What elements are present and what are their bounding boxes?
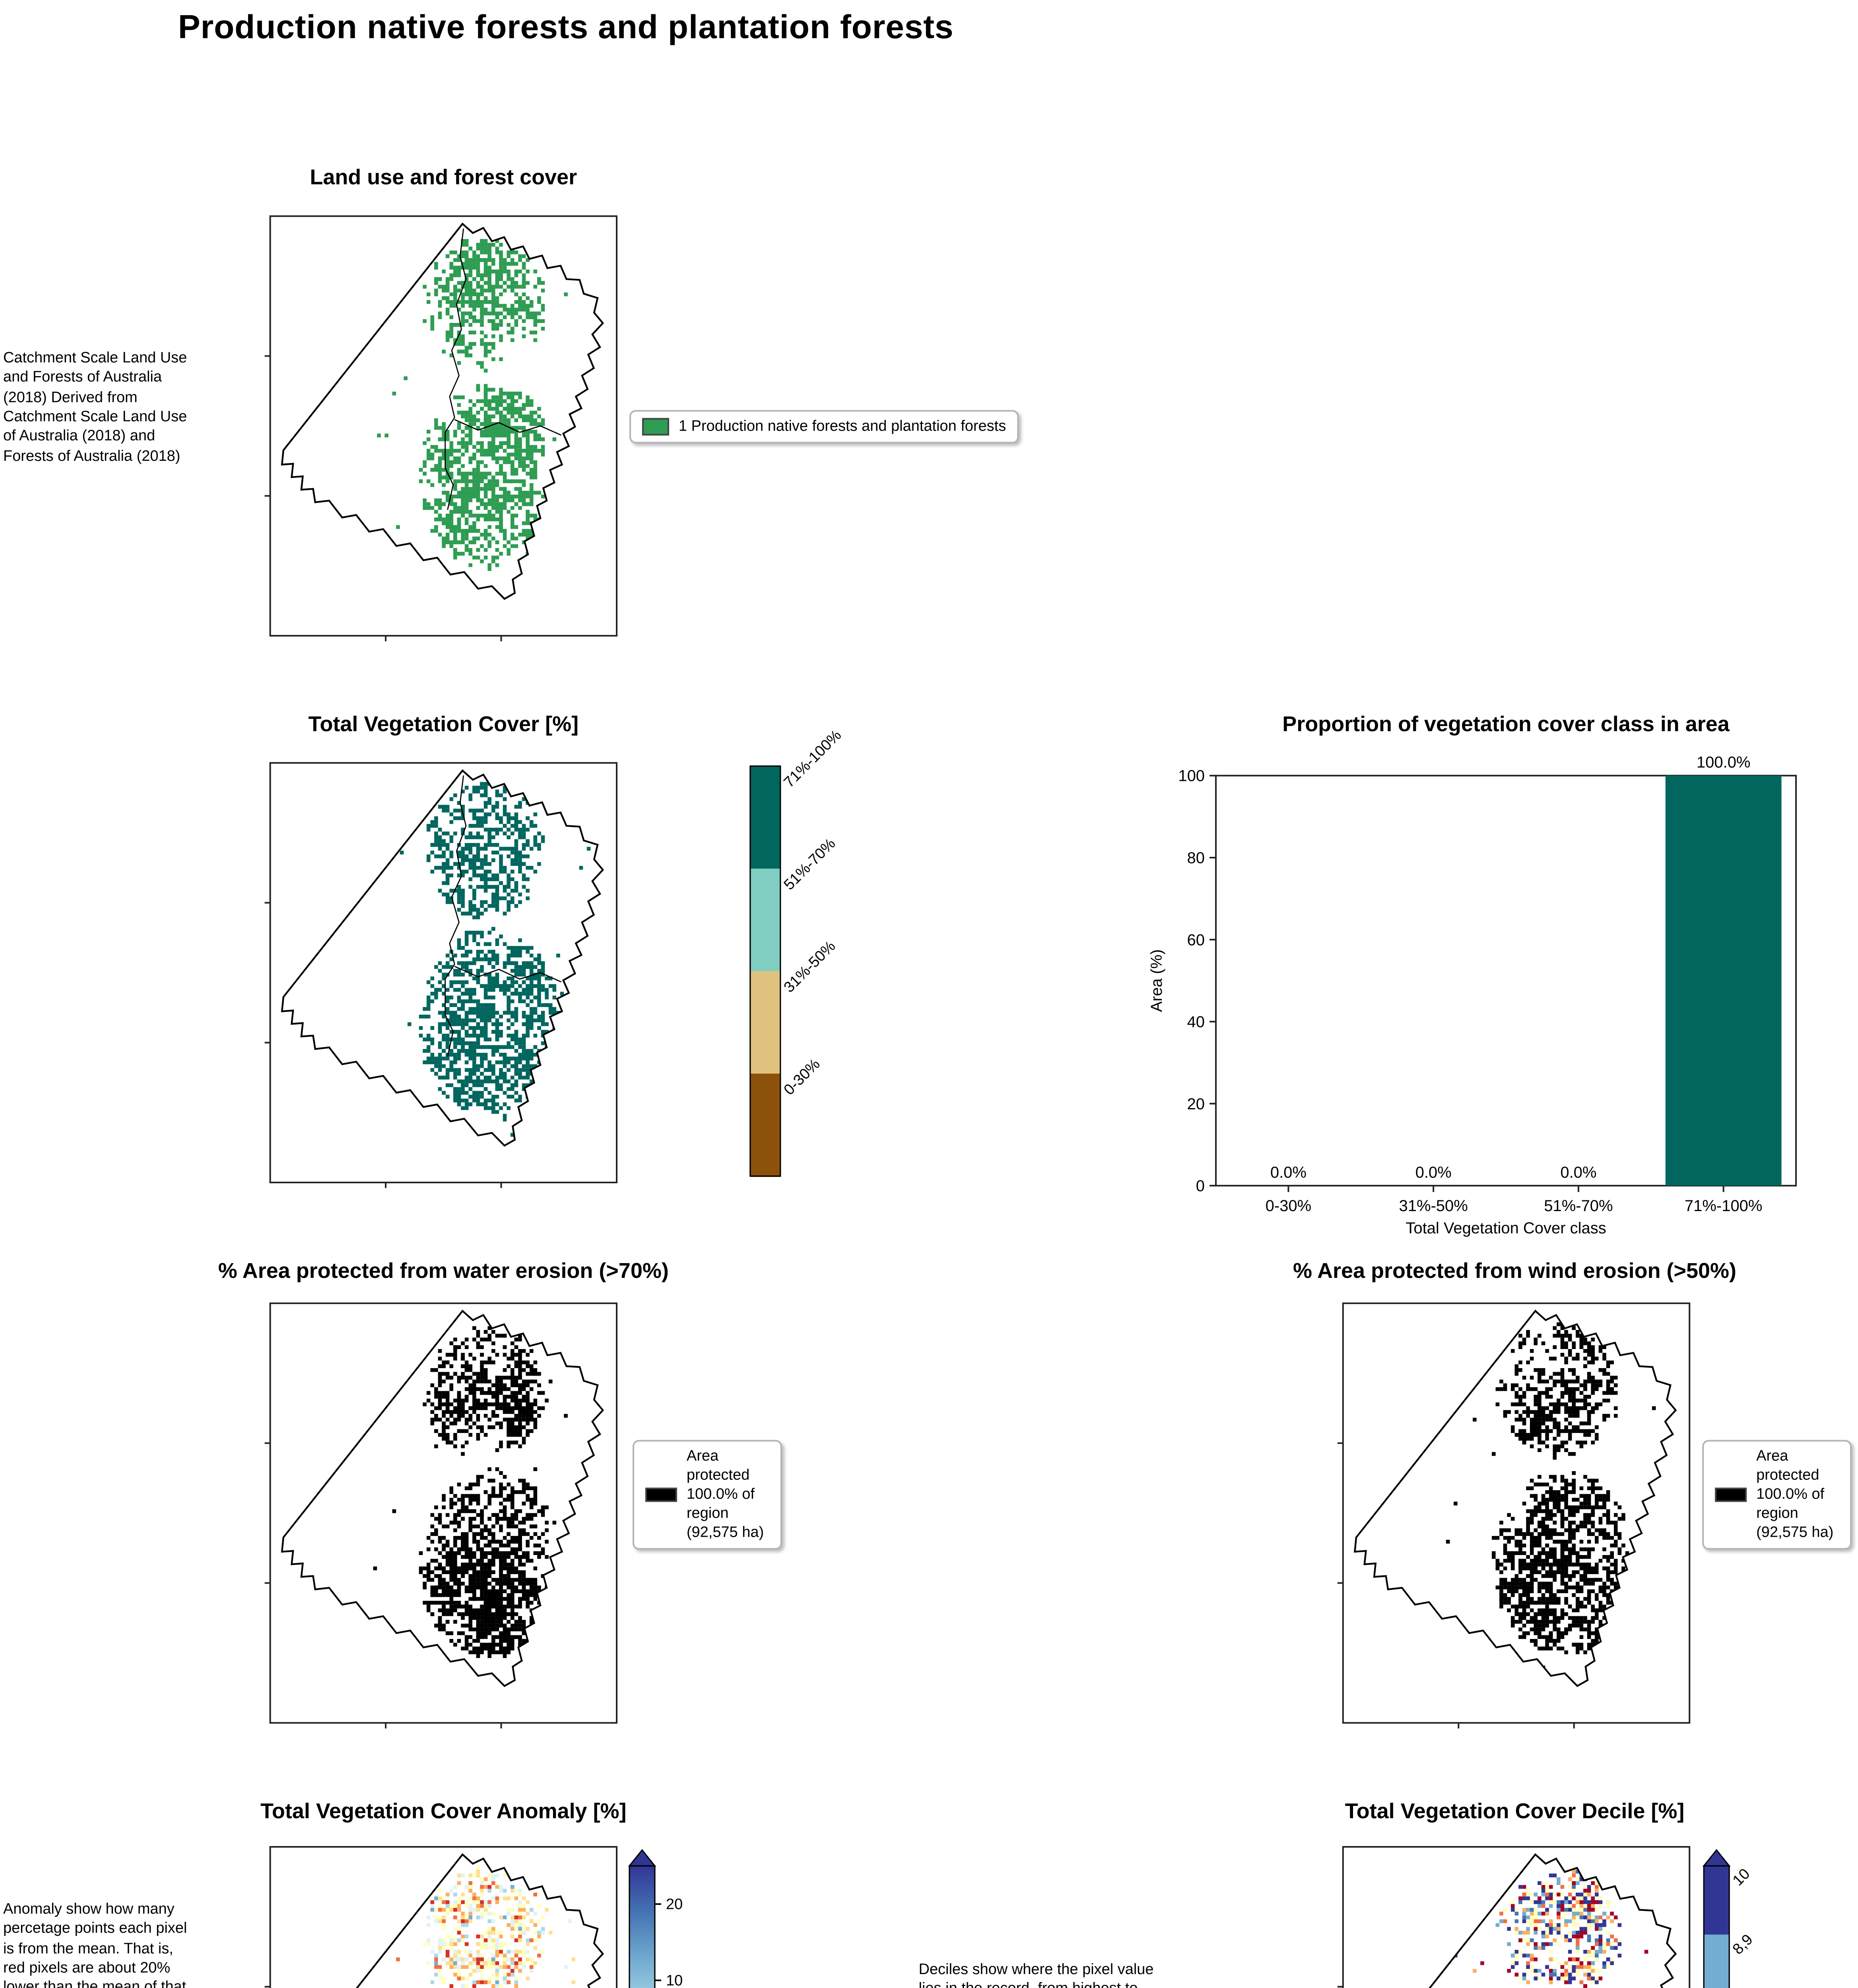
svg-text:0: 0 bbox=[1196, 1177, 1205, 1195]
svg-text:0.0%: 0.0% bbox=[1415, 1164, 1452, 1181]
svg-text:71%-100%: 71%-100% bbox=[1685, 1197, 1763, 1215]
landuse-caption: Catchment Scale Land Use and Forests of … bbox=[3, 349, 187, 466]
svg-text:0-30%: 0-30% bbox=[1266, 1197, 1312, 1215]
wind-erosion-map bbox=[1334, 1300, 1699, 1739]
anomaly-caption: Anomaly show how many percetage points e… bbox=[3, 1901, 187, 1988]
svg-text:31%-50%: 31%-50% bbox=[780, 938, 839, 996]
landuse-legend-swatch bbox=[642, 418, 669, 436]
svg-text:71%-100%: 71%-100% bbox=[780, 727, 845, 791]
decile-colorbar: 108,94-72,31 bbox=[1701, 1847, 1815, 1988]
svg-text:0.0%: 0.0% bbox=[1270, 1164, 1307, 1181]
landuse-title: Land use and forest cover bbox=[310, 165, 577, 189]
water-erosion-title: % Area protected from water erosion (>70… bbox=[218, 1258, 669, 1283]
vegcover-map bbox=[261, 760, 626, 1198]
svg-text:Area (%): Area (%) bbox=[1148, 949, 1165, 1012]
svg-text:100.0%: 100.0% bbox=[1697, 754, 1751, 771]
svg-text:51%-70%: 51%-70% bbox=[1544, 1197, 1613, 1215]
svg-text:80: 80 bbox=[1187, 849, 1205, 867]
landuse-map bbox=[261, 213, 626, 652]
decile-map bbox=[1334, 1844, 1699, 1988]
wind-erosion-legend-label: Area protected 100.0% of region (92,575 … bbox=[1756, 1448, 1834, 1541]
proportion-chart-title: Proportion of vegetation cover class in … bbox=[1282, 712, 1730, 736]
vegcover-title: Total Vegetation Cover [%] bbox=[308, 712, 579, 736]
svg-text:0.0%: 0.0% bbox=[1560, 1164, 1596, 1181]
svg-text:51%-70%: 51%-70% bbox=[780, 835, 839, 893]
anomaly-map bbox=[261, 1844, 626, 1988]
landuse-legend-label: 1 Production native forests and plantati… bbox=[678, 418, 1006, 436]
water-erosion-legend-swatch bbox=[645, 1488, 677, 1503]
water-erosion-legend-label: Area protected 100.0% of region (92,575 … bbox=[686, 1448, 764, 1541]
svg-text:60: 60 bbox=[1187, 931, 1205, 949]
decile-caption: Deciles show where the pixel value lies … bbox=[918, 1961, 1154, 1988]
decile-title: Total Vegetation Cover Decile [%] bbox=[1345, 1799, 1685, 1823]
proportion-chart: 0 20 40 60 80 100 0-30% 0.0% 31%-50% 0.0% 51%-70% 0… bbox=[1141, 734, 1825, 1237]
water-erosion-map bbox=[261, 1300, 626, 1739]
svg-text:40: 40 bbox=[1187, 1013, 1205, 1031]
vegcover-colorbar: 71%-100% 51%-70% 31%-50% 0-30% bbox=[747, 727, 906, 1189]
wind-erosion-legend-swatch bbox=[1715, 1488, 1747, 1503]
anomaly-colorbar: 20100−10−20 bbox=[626, 1847, 741, 1988]
svg-text:100: 100 bbox=[1178, 767, 1205, 785]
svg-text:0-30%: 0-30% bbox=[780, 1056, 823, 1098]
svg-text:20: 20 bbox=[1187, 1095, 1205, 1113]
wind-erosion-title: % Area protected from wind erosion (>50%… bbox=[1293, 1258, 1737, 1283]
landuse-legend: 1 Production native forests and plantati… bbox=[629, 410, 1019, 444]
wind-erosion-legend: Area protected 100.0% of region (92,575 … bbox=[1702, 1440, 1852, 1550]
svg-text:31%-50%: 31%-50% bbox=[1399, 1197, 1468, 1215]
anomaly-title: Total Vegetation Cover Anomaly [%] bbox=[260, 1799, 627, 1823]
svg-text:Total Vegetation Cover class: Total Vegetation Cover class bbox=[1406, 1219, 1606, 1237]
page-title: Production native forests and plantation… bbox=[178, 9, 954, 46]
water-erosion-legend: Area protected 100.0% of region (92,575 … bbox=[632, 1440, 782, 1550]
